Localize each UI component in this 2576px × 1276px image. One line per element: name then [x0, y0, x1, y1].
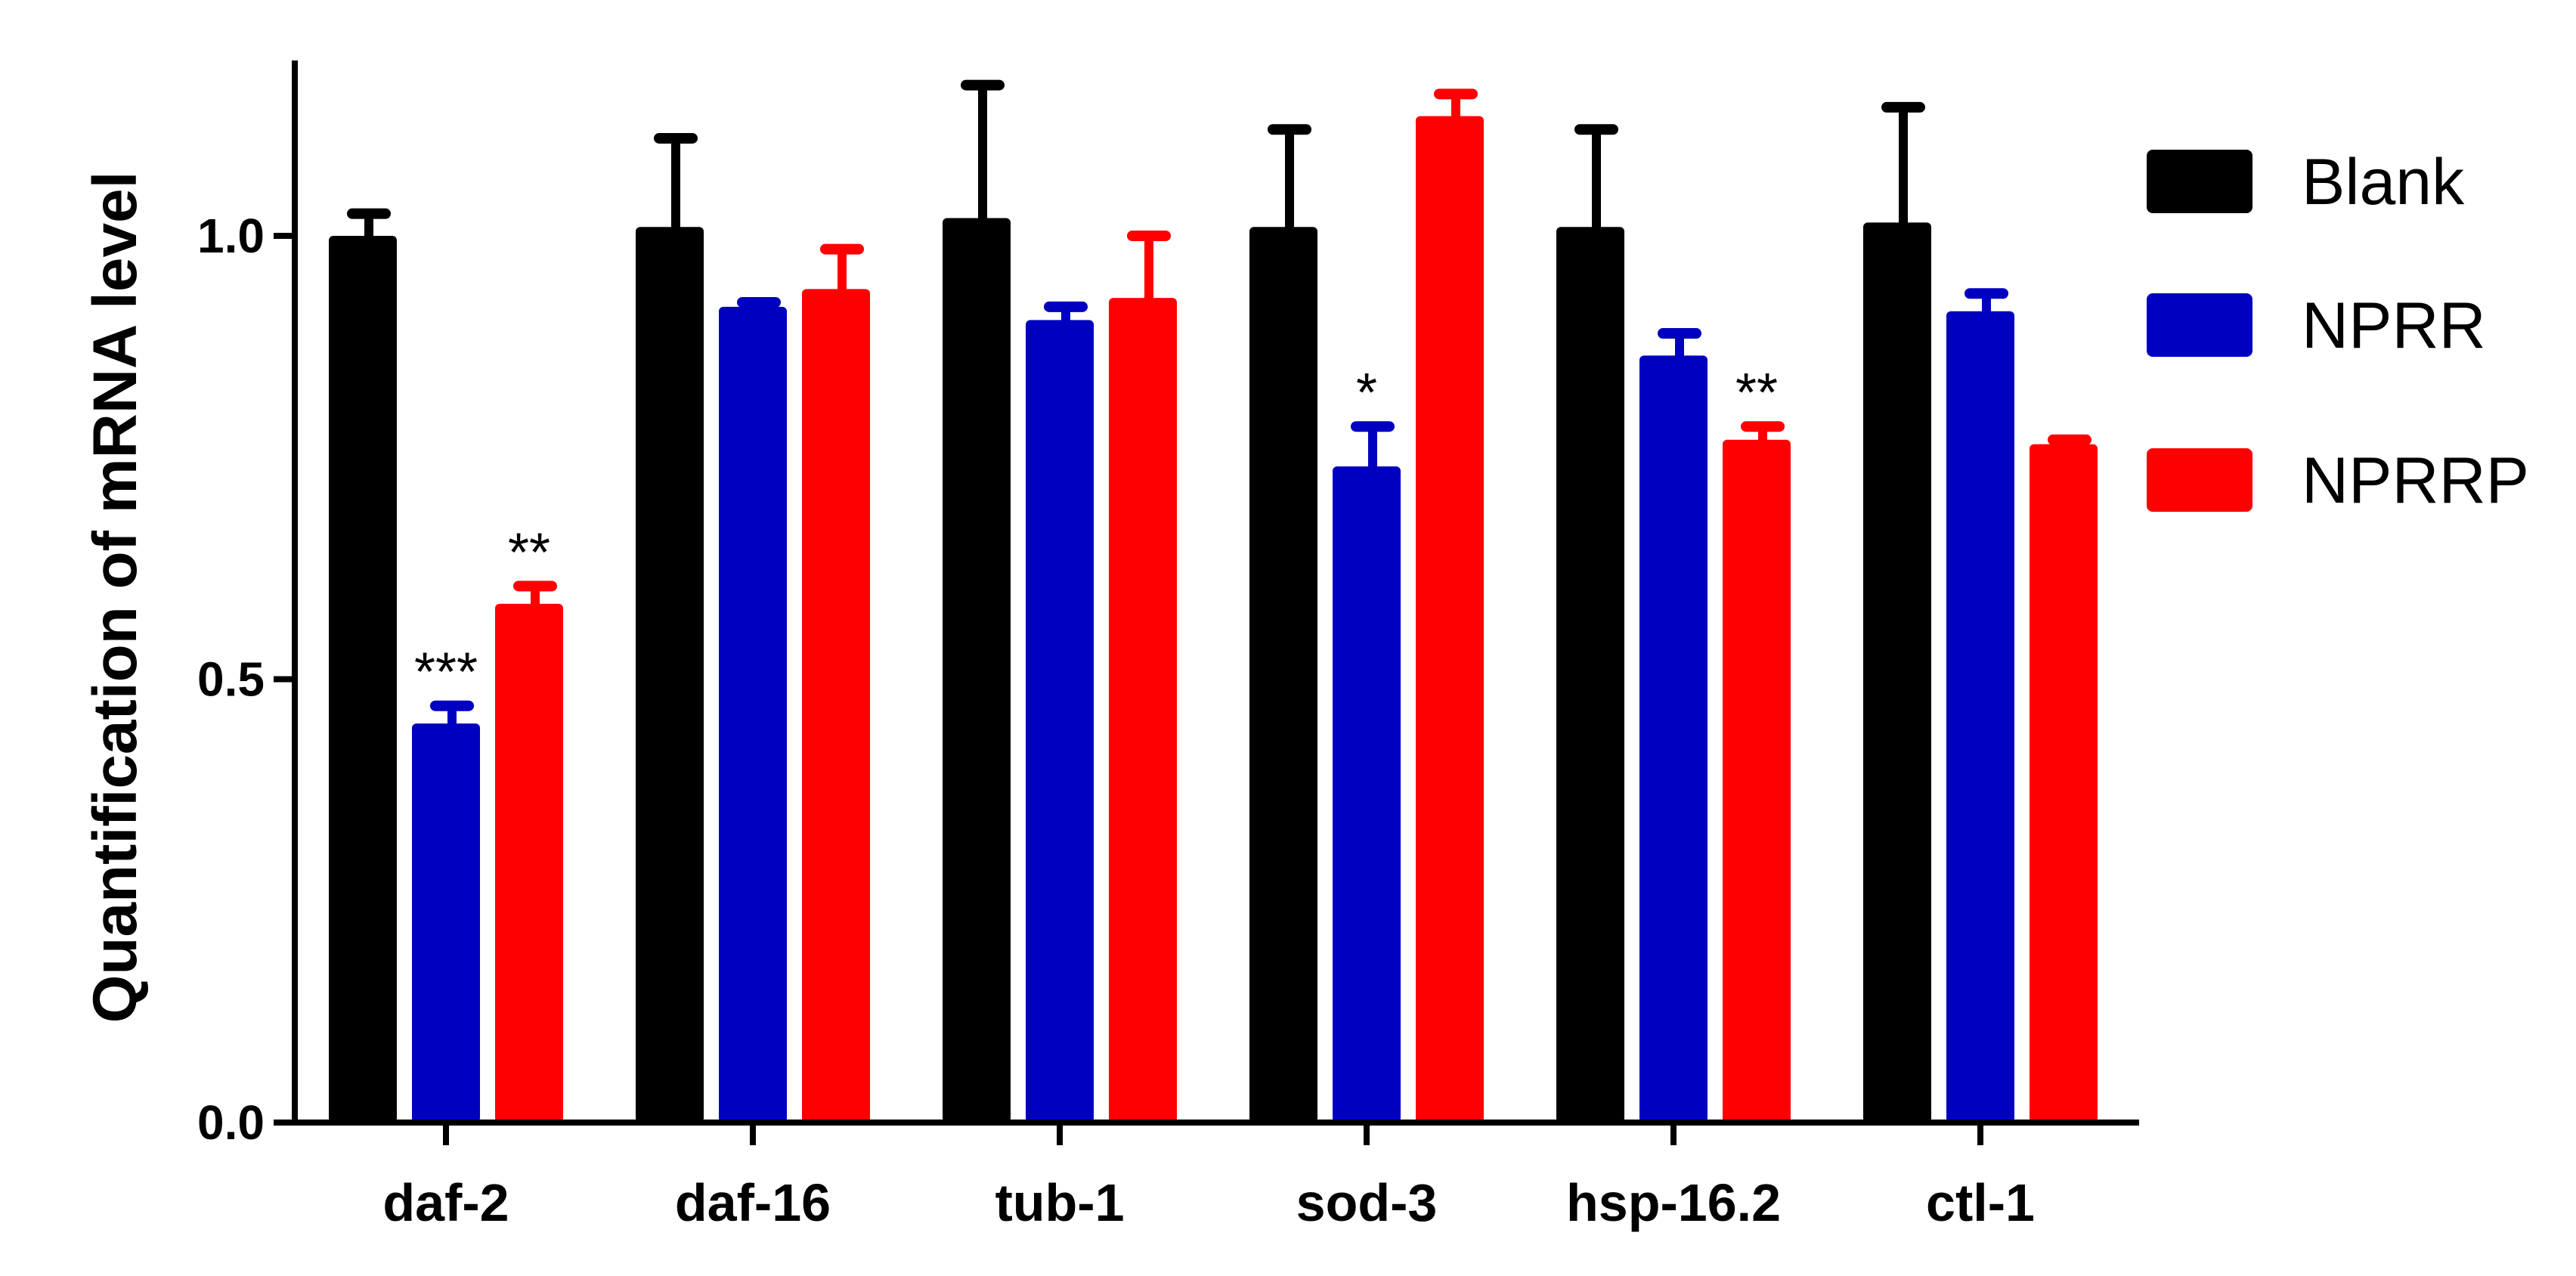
- axes-layer: 0.0 0.5 1.0 daf-2 daf-16 tub-1 sod-3 hsp-16.2 ct…: [197, 60, 2139, 1232]
- x-tick-label-sod-3: sod-3: [1296, 1173, 1438, 1232]
- x-tick-label-hsp-16.2: hsp-16.2: [1566, 1173, 1781, 1232]
- significance-sod-3-nprr: *: [1356, 363, 1377, 423]
- y-tick-label-0.0: 0.0: [197, 1095, 265, 1150]
- bar-tub-1-nprrp: [1109, 298, 1177, 1123]
- significance-layer: ********: [414, 363, 1778, 702]
- bar-sod-3-blank: [1249, 227, 1317, 1123]
- bars-layer: [329, 116, 2098, 1123]
- x-tick-label-tub-1: tub-1: [995, 1173, 1124, 1232]
- x-tick-label-daf-16: daf-16: [675, 1173, 831, 1232]
- legend-swatch-nprr: [2147, 293, 2252, 357]
- bar-daf-2-nprrp: [495, 603, 563, 1123]
- legend-swatch-nprrp: [2147, 448, 2252, 512]
- bar-daf-2-nprr: [412, 723, 480, 1123]
- bar-daf-16-blank: [636, 227, 704, 1123]
- bar-ctl-1-blank: [1863, 222, 1931, 1123]
- significance-hsp-16.2-nprrp: **: [1735, 363, 1778, 423]
- bar-tub-1-blank: [943, 218, 1011, 1123]
- bar-hsp-16.2-nprrp: [1723, 439, 1791, 1123]
- x-tick-label-daf-2: daf-2: [382, 1173, 509, 1232]
- legend: Blank NPRR NPRRP: [2147, 146, 2529, 517]
- y-tick-label-0.5: 0.5: [197, 652, 265, 707]
- bar-daf-16-nprr: [719, 306, 787, 1123]
- y-axis-title: Quantification of mRNA level: [81, 172, 150, 1024]
- bar-ctl-1-nprr: [1946, 311, 2014, 1123]
- legend-swatch-blank: [2147, 150, 2252, 213]
- bar-tub-1-nprr: [1026, 320, 1094, 1123]
- legend-label-nprr: NPRR: [2302, 290, 2486, 362]
- bar-ctl-1-nprrp: [2030, 444, 2098, 1123]
- bar-sod-3-nprr: [1333, 466, 1401, 1123]
- bar-sod-3-nprrp: [1416, 116, 1484, 1123]
- bar-daf-2-blank: [329, 236, 397, 1123]
- error-bars-layer: [347, 79, 2091, 727]
- significance-daf-2-nprr: ***: [414, 643, 478, 703]
- legend-label-nprrp: NPRRP: [2302, 444, 2529, 517]
- x-tick-label-ctl-1: ctl-1: [1926, 1173, 2035, 1232]
- bar-daf-16-nprrp: [802, 289, 870, 1123]
- bar-hsp-16.2-blank: [1556, 227, 1624, 1123]
- significance-daf-2-nprrp: **: [508, 522, 550, 583]
- bar-hsp-16.2-nprr: [1639, 355, 1708, 1123]
- y-tick-label-1.0: 1.0: [197, 209, 265, 263]
- legend-label-blank: Blank: [2302, 146, 2465, 218]
